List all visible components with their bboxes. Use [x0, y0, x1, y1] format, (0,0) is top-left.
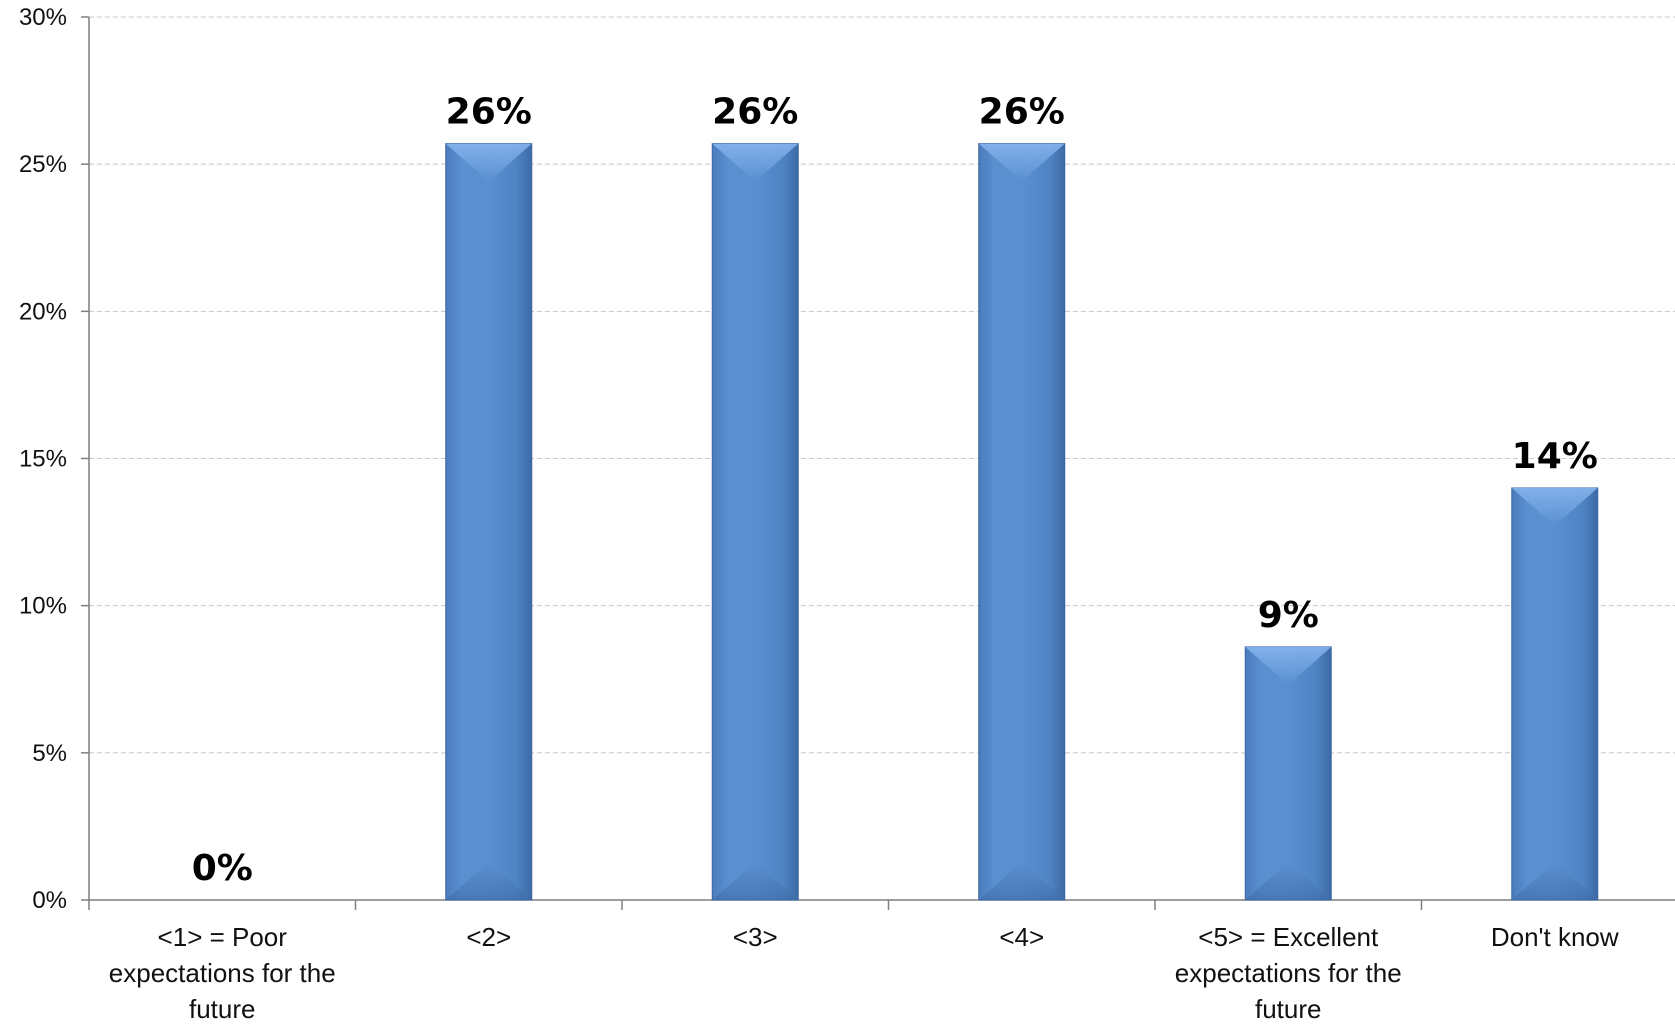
bar-bevel-bottom — [1245, 862, 1332, 900]
x-category-label: <2> — [466, 922, 511, 952]
y-tick-label: 0% — [32, 887, 67, 914]
y-tick-label: 10% — [19, 593, 67, 620]
x-category-label-line: <2> — [466, 922, 511, 952]
bar — [978, 143, 1066, 901]
x-category-label-line: <3> — [733, 922, 778, 952]
y-tick-label: 30% — [19, 4, 67, 31]
bars — [445, 143, 1599, 901]
data-label: 0% — [192, 848, 253, 889]
x-category-label: <4> — [999, 922, 1044, 952]
data-label: 26% — [446, 92, 532, 133]
y-tick-label: 15% — [19, 446, 67, 473]
bar-bevel-bottom — [978, 862, 1065, 900]
bar-body — [711, 143, 799, 901]
bar-bevel-bottom — [445, 862, 532, 900]
bar-bevel-bottom — [1511, 862, 1598, 900]
bar-bevel-top — [1245, 646, 1332, 685]
bar-body — [978, 143, 1066, 901]
x-category-label: <1> = Poor expectations for the future — [109, 922, 336, 1024]
bar-bevel-top — [445, 143, 532, 182]
labels: 0% 5% 10% 15% 20% 25% 30% 0% <1> = Poor expectati… — [19, 4, 1619, 1024]
bar-body — [445, 143, 533, 901]
x-category-label: <5> = Excellent expectations for the futur… — [1175, 922, 1402, 1024]
data-label: 26% — [979, 92, 1065, 133]
bar — [1244, 646, 1332, 901]
bar-bevel-top — [1511, 487, 1598, 526]
data-label: 14% — [1512, 436, 1598, 477]
bar-bevel-top — [712, 143, 799, 182]
bar-body — [1244, 646, 1332, 901]
y-tick-label: 5% — [32, 740, 67, 767]
y-tick-label: 25% — [19, 151, 67, 178]
axes — [81, 16, 1675, 910]
data-label: 9% — [1258, 595, 1319, 636]
bar-body — [1511, 487, 1599, 901]
x-category-label: <3> — [733, 922, 778, 952]
bar — [445, 143, 533, 901]
x-category-label: Don't know — [1491, 922, 1619, 952]
x-category-label-line: Don't know — [1491, 922, 1619, 952]
x-category-label-line: future — [1255, 994, 1322, 1024]
x-category-label-line: expectations for the — [109, 958, 336, 988]
x-category-label-line: <1> = Poor — [158, 922, 288, 952]
y-tick-label: 20% — [19, 298, 67, 325]
bar-bevel-top — [978, 143, 1065, 182]
bar-bevel-bottom — [712, 862, 799, 900]
x-category-label-line: expectations for the — [1175, 958, 1402, 988]
bar — [1511, 487, 1599, 901]
x-category-label-line: future — [189, 994, 256, 1024]
bar — [711, 143, 799, 901]
gridlines — [89, 16, 1675, 754]
data-label: 26% — [712, 92, 798, 133]
x-category-label-line: <4> — [999, 922, 1044, 952]
x-category-label-line: <5> = Excellent — [1198, 922, 1379, 952]
